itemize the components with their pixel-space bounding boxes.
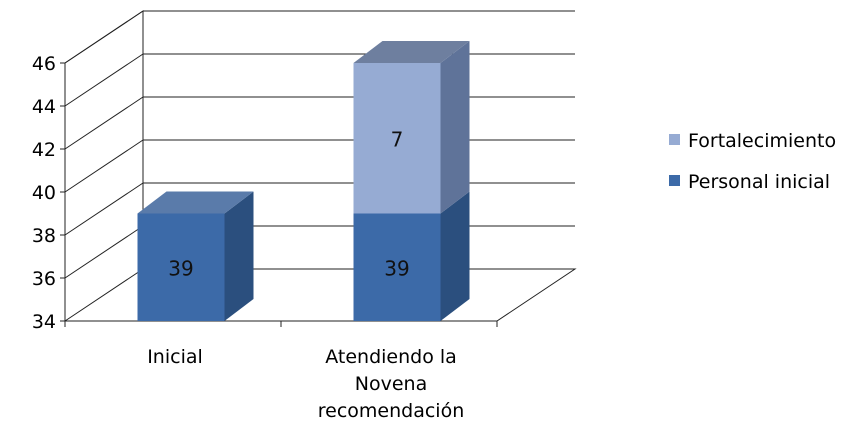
legend-label: Fortalecimiento <box>688 130 836 152</box>
gridline-side <box>64 182 144 236</box>
x-category-label: recomendación <box>318 400 465 422</box>
x-category-label: Atendiendo la <box>325 346 457 368</box>
y-tick-label: 40 <box>32 182 56 204</box>
bar-side <box>440 41 470 214</box>
gridline-side <box>64 96 144 150</box>
axes <box>60 62 498 327</box>
legend-swatch <box>669 134 680 145</box>
y-tick-label: 34 <box>32 311 56 333</box>
x-category-label: Novena <box>355 373 427 395</box>
bar-top <box>137 191 254 214</box>
legend-label: Personal inicial <box>688 171 830 193</box>
bar-front <box>137 213 225 321</box>
data-label: 7 <box>391 127 404 151</box>
data-label: 39 <box>168 256 193 280</box>
y-tick-label: 46 <box>32 53 56 75</box>
gridline-side <box>64 139 144 193</box>
gridline-side <box>64 53 144 107</box>
bar-top <box>353 41 470 63</box>
x-category-label: Inicial <box>147 346 203 368</box>
bar-front <box>353 213 441 321</box>
bar-front <box>353 63 441 214</box>
y-tick-label: 44 <box>32 96 56 118</box>
legend-swatch <box>669 175 680 186</box>
y-tick-label: 38 <box>32 225 56 247</box>
bar-side <box>440 191 470 321</box>
gridline-side <box>64 10 144 64</box>
legend: Fortalecimiento Personal inicial <box>669 130 836 193</box>
gridline-side <box>64 225 144 279</box>
labels: 34 36 38 40 42 44 46 39 Inicial 39 7 Atendiendo la N… <box>32 53 464 422</box>
bars <box>137 41 470 321</box>
data-label: 39 <box>384 256 409 280</box>
y-tick-label: 36 <box>32 268 56 290</box>
y-tick-label: 42 <box>32 139 56 161</box>
bar-side <box>224 191 254 321</box>
